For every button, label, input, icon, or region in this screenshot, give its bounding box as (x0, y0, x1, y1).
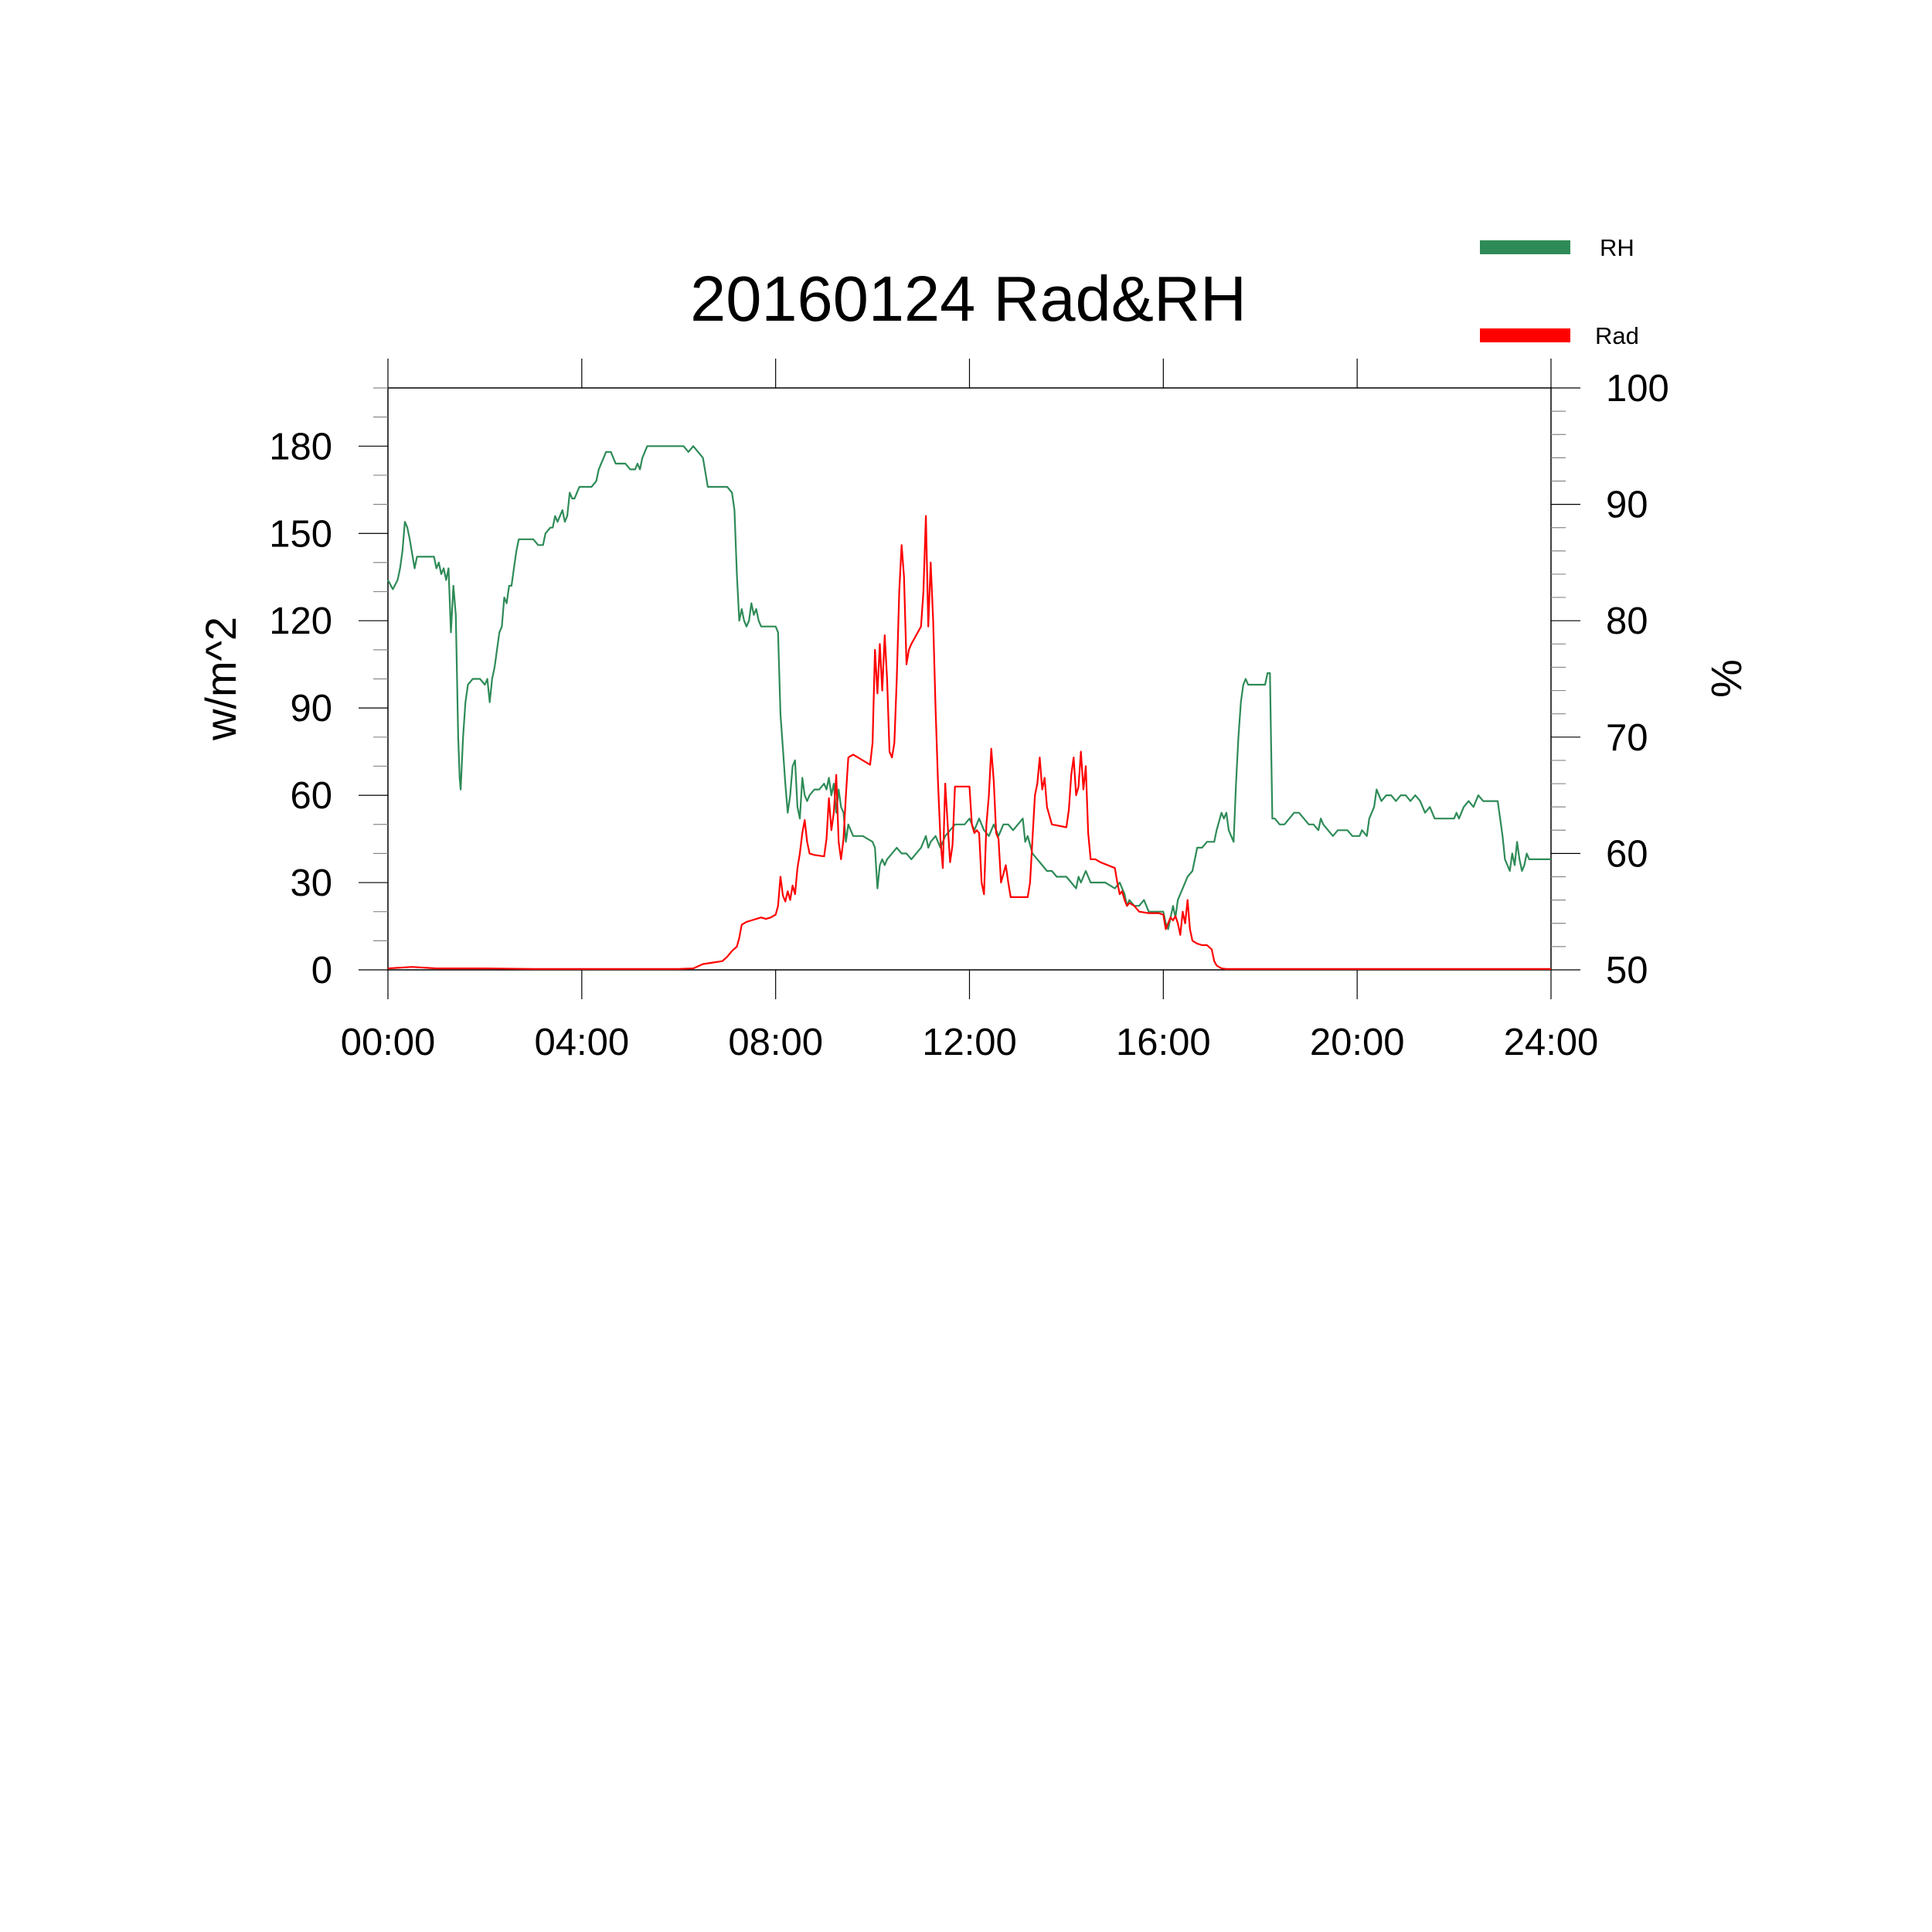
legend-label-rad: Rad (1595, 322, 1639, 349)
y-right-tick-label: 70 (1606, 717, 1648, 759)
y-right-tick-label: 90 (1606, 485, 1648, 526)
y-left-tick-label: 0 (311, 950, 332, 992)
legend-label-rh: RH (1600, 234, 1634, 261)
y-axis-left-label: w/m^2 (196, 617, 245, 741)
x-tick-label: 24:00 (1504, 1022, 1599, 1063)
y-left-tick-label: 180 (269, 426, 332, 468)
series-line-rad (387, 515, 1551, 971)
x-axis: 00:00 04:00 08:00 12:00 16:00 20:00 24:00 (341, 359, 1599, 1063)
legend-swatch-rh (1480, 240, 1570, 254)
y-left-tick-label: 60 (290, 775, 332, 817)
y-left-tick-label: 90 (290, 688, 332, 730)
y-left-tick-label: 150 (269, 513, 332, 555)
y-left-tick-label: 30 (290, 862, 332, 904)
series-line-rh (387, 445, 1551, 930)
y-axis-right: 50 60 70 80 90 100 (1551, 368, 1669, 992)
y-left-tick-label: 120 (269, 600, 332, 642)
y-right-tick-label: 50 (1606, 950, 1648, 992)
x-tick-label: 00:00 (341, 1022, 436, 1063)
legend: RH Rad (1480, 234, 1639, 349)
y-right-tick-label: 100 (1606, 368, 1669, 410)
plot-frame (387, 387, 1552, 971)
y-axis-right-label: % (1702, 659, 1751, 698)
y-axis-left: 0 30 60 90 120 150 180 (269, 387, 388, 992)
x-tick-label: 08:00 (728, 1022, 823, 1063)
y-right-tick-label: 80 (1606, 600, 1648, 642)
chart-title: 20160124 Rad&RH (690, 263, 1247, 335)
x-tick-label: 04:00 (535, 1022, 630, 1063)
x-tick-label: 20:00 (1310, 1022, 1405, 1063)
x-tick-label: 12:00 (922, 1022, 1017, 1063)
legend-swatch-rad (1480, 328, 1570, 342)
series-layer (387, 445, 1551, 971)
y-right-tick-label: 60 (1606, 833, 1648, 875)
x-tick-label: 16:00 (1116, 1022, 1211, 1063)
